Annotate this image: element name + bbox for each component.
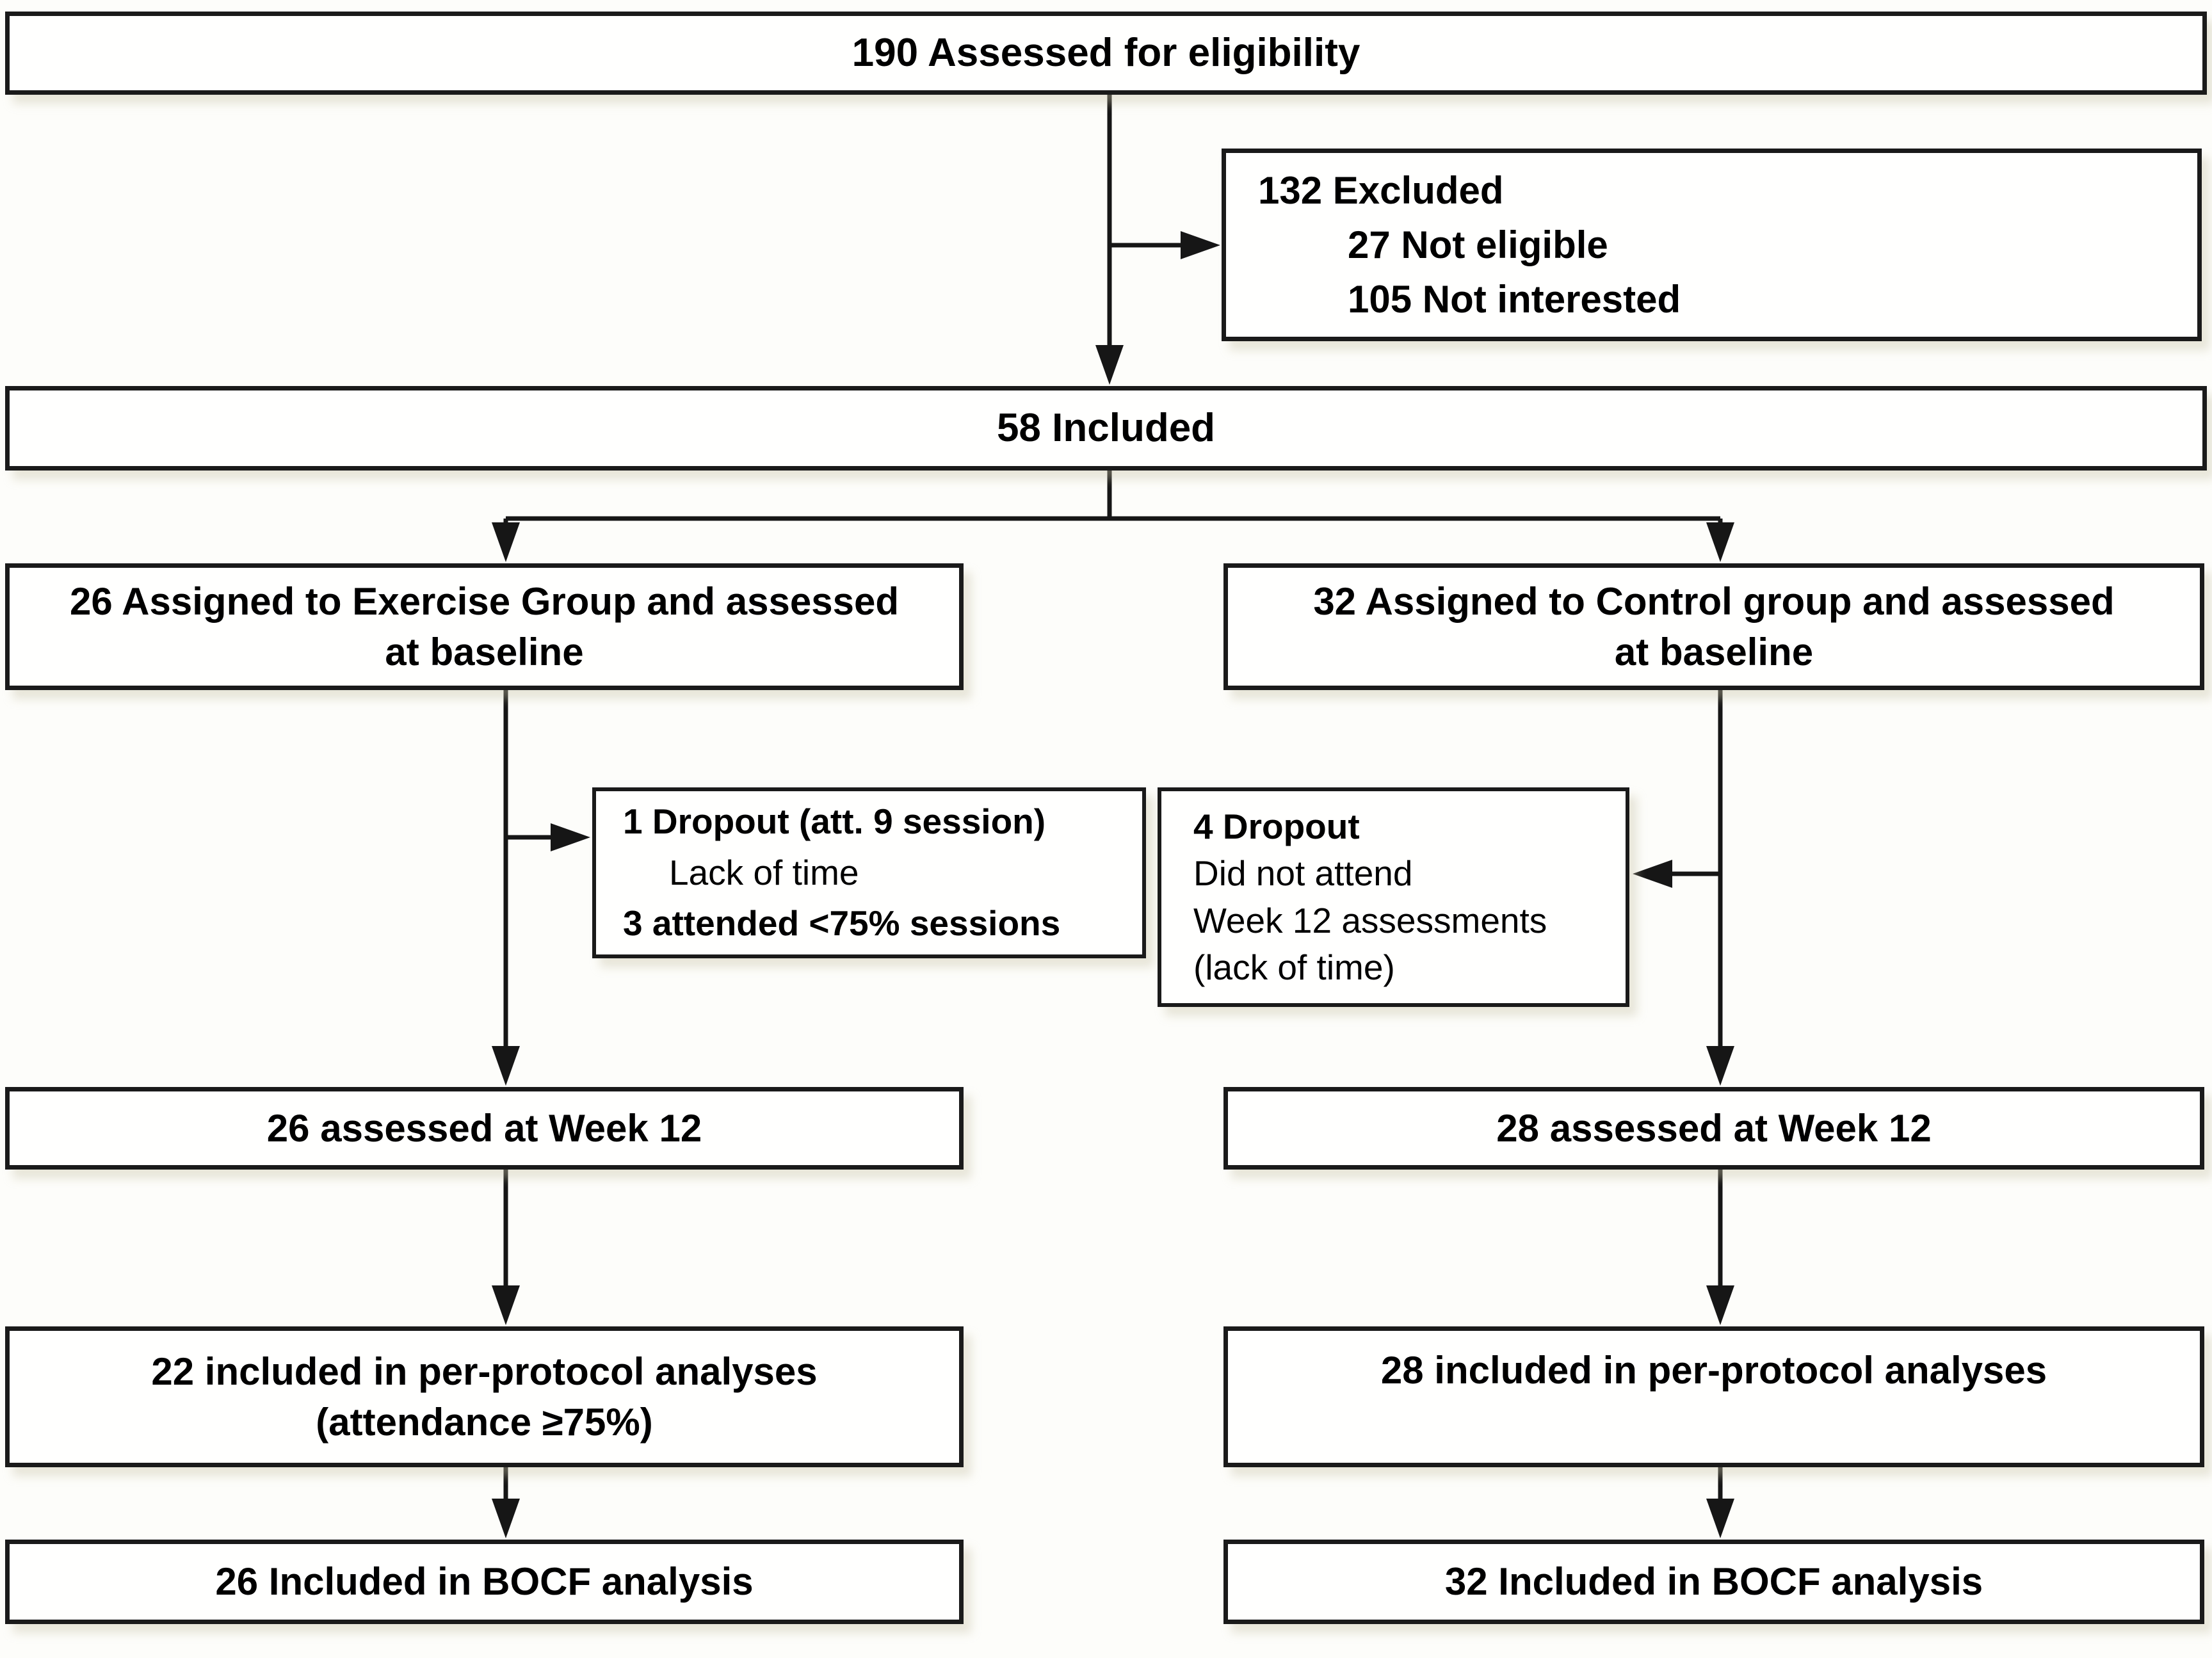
control-week12-label: 28 assessed at Week 12	[1496, 1106, 1932, 1150]
exercise-perprotocol-line2: (attendance ≥75%)	[316, 1401, 653, 1444]
control-assigned-line2: at baseline	[1614, 631, 1814, 673]
arrowhead-down-control-week12	[1706, 1046, 1734, 1086]
arrowhead-down-exercise-bocf	[492, 1499, 520, 1538]
control-perprotocol-box: 28 included in per-protocol analyses	[1223, 1326, 2204, 1467]
included-box: 58 Included	[5, 386, 2207, 471]
arrowhead-down-control-pp	[1706, 1285, 1734, 1325]
exercise-low-attendance-label: 3 attended <75% sessions	[623, 903, 1061, 944]
exercise-assigned-box: 26 Assigned to Exercise Group and assess…	[5, 563, 964, 690]
arrowhead-down-exercise-assigned	[492, 522, 520, 562]
excluded-total-label: 132 Excluded	[1258, 168, 1504, 212]
assessed-label: 190 Assessed for eligibility	[852, 31, 1360, 76]
exercise-week12-label: 26 assessed at Week 12	[266, 1106, 702, 1150]
exercise-week12-box: 26 assessed at Week 12	[5, 1087, 964, 1170]
control-bocf-box: 32 Included in BOCF analysis	[1223, 1540, 2204, 1624]
control-dropout-reason3: (lack of time)	[1193, 947, 1395, 987]
exercise-dropout-reason: Lack of time	[669, 852, 859, 892]
arrowhead-down-included	[1095, 345, 1124, 385]
control-dropout-reason2: Week 12 assessments	[1193, 900, 1547, 940]
exercise-dropout-box: 1 Dropout (att. 9 session) Lack of time …	[592, 787, 1146, 958]
exercise-bocf-label: 26 Included in BOCF analysis	[215, 1560, 754, 1604]
exercise-perprotocol-box: 22 included in per-protocol analyses (at…	[5, 1326, 964, 1467]
arrowhead-right-exercise-dropout	[551, 823, 590, 851]
control-week12-box: 28 assessed at Week 12	[1223, 1087, 2204, 1170]
excluded-box: 132 Excluded 27 Not eligible 105 Not int…	[1222, 149, 2202, 341]
included-label: 58 Included	[996, 406, 1216, 451]
control-dropout-label: 4 Dropout	[1193, 807, 1360, 847]
control-assigned-line1: 32 Assigned to Control group and assesse…	[1313, 579, 2115, 623]
control-dropout-reason1: Did not attend	[1193, 853, 1413, 894]
arrowhead-down-control-bocf	[1706, 1499, 1734, 1538]
exercise-perprotocol-line1: 22 included in per-protocol analyses	[151, 1349, 818, 1393]
exercise-assigned-line2: at baseline	[385, 631, 584, 673]
control-perprotocol-label: 28 included in per-protocol analyses	[1380, 1349, 2047, 1392]
exercise-dropout-label: 1 Dropout (att. 9 session)	[623, 801, 1046, 841]
excluded-not-eligible-label: 27 Not eligible	[1348, 223, 1608, 266]
arrowhead-down-control-assigned	[1706, 522, 1734, 562]
control-assigned-box: 32 Assigned to Control group and assesse…	[1223, 563, 2204, 690]
exercise-assigned-line1: 26 Assigned to Exercise Group and assess…	[70, 579, 899, 623]
control-dropout-box: 4 Dropout Did not attend Week 12 assessm…	[1158, 787, 1629, 1007]
arrowhead-left-control-dropout	[1633, 860, 1672, 888]
assessed-for-eligibility-box: 190 Assessed for eligibility	[5, 12, 2207, 95]
arrowhead-down-exercise-week12	[492, 1046, 520, 1086]
control-bocf-label: 32 Included in BOCF analysis	[1444, 1560, 1983, 1604]
excluded-not-interested-label: 105 Not interested	[1348, 278, 1681, 321]
arrowhead-right-excluded	[1181, 231, 1220, 259]
arrowhead-down-exercise-pp	[492, 1285, 520, 1325]
exercise-bocf-box: 26 Included in BOCF analysis	[5, 1540, 964, 1624]
